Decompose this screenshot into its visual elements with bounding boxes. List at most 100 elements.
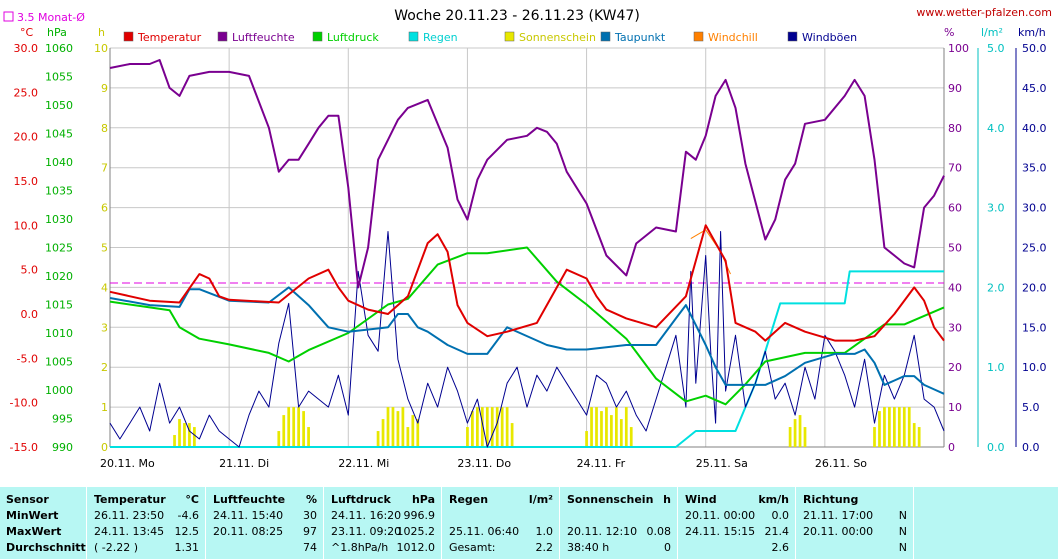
- table-cell-value: -4.6: [177, 509, 199, 522]
- site-url: www.wetter-pfalzen.com: [916, 6, 1052, 19]
- unit-temperature: °C: [20, 26, 34, 39]
- table-column-divider: [677, 487, 678, 559]
- sunshine-bar: [183, 423, 186, 447]
- sunshine-bar: [466, 427, 469, 447]
- table-cell-time: 25.11. 06:40: [449, 525, 520, 538]
- tick-pressure: 1000: [45, 384, 73, 397]
- table-cell-value: 0: [664, 541, 671, 554]
- table-cell-time: 26.11. 23:50: [94, 509, 165, 522]
- sunshine-bar: [396, 411, 400, 447]
- tick-temperature: -5.0: [17, 352, 38, 365]
- table-header-unit: °C: [185, 493, 199, 506]
- series-luftfeuchte-line: [109, 59, 945, 289]
- tick-temperature: 10.0: [14, 219, 39, 232]
- sunshine-bar: [624, 407, 628, 447]
- sunshine-bar: [505, 407, 509, 447]
- table-header-label: Wind: [685, 493, 717, 506]
- tick-pressure: 995: [52, 413, 73, 426]
- tick-wind: 45.0: [1022, 82, 1047, 95]
- legend-label: Taupunkt: [614, 31, 666, 44]
- sunshine-bar: [619, 419, 623, 447]
- table-header-unit: h: [663, 493, 671, 506]
- tick-temperature: 5.0: [21, 264, 39, 277]
- tick-rain: 0.0: [987, 441, 1005, 454]
- tick-humidity: 60: [948, 202, 962, 215]
- x-tick-label: 22.11. Mi: [338, 457, 389, 470]
- tick-humidity: 90: [948, 82, 962, 95]
- tick-humidity: 80: [948, 122, 962, 135]
- x-tick-label: 24.11. Fr: [577, 457, 626, 470]
- sunshine-bar: [277, 431, 281, 447]
- table-cell-value: 1025.2: [396, 525, 436, 538]
- weather-chart: Woche 20.11.23 - 26.11.23 (KW47) www.wet…: [3, 6, 1052, 470]
- legend-label: Temperatur: [137, 31, 202, 44]
- table-cell-value: 1012.0: [396, 541, 436, 554]
- sunshine-bar: [485, 407, 489, 447]
- sunshine-bar: [888, 407, 891, 447]
- table-header-label: Luftfeuchte: [213, 493, 286, 506]
- tick-pressure: 1015: [45, 299, 73, 312]
- table-cell-value: 97: [303, 525, 317, 538]
- tick-temperature: 15.0: [14, 175, 39, 188]
- legend-label: Luftfeuchte: [232, 31, 295, 44]
- tick-pressure: 1025: [45, 242, 73, 255]
- legend-swatch: [504, 31, 515, 42]
- unit-humidity: %: [944, 26, 954, 39]
- tick-rain: 4.0: [987, 122, 1005, 135]
- table-cell-time: 24.11. 15:40: [213, 509, 284, 522]
- tick-pressure: 1010: [45, 327, 73, 340]
- legend-label: Regen: [423, 31, 458, 44]
- sunshine-bar: [510, 423, 514, 447]
- table-cell-value: N: [898, 509, 907, 522]
- tick-wind: 20.0: [1022, 281, 1047, 294]
- table-cell-time: 20.11. 00:00: [803, 525, 874, 538]
- sunshine-bar: [297, 407, 301, 447]
- tick-pressure: 1050: [45, 99, 73, 112]
- statistics-table: Sensor Temperatur °C Luftfeuchte% Luftdruck h…: [0, 487, 1058, 559]
- sunshine-bar: [902, 407, 906, 447]
- x-tick-label: 23.11. Do: [457, 457, 511, 470]
- tick-wind: 50.0: [1022, 42, 1047, 55]
- table-cell-value: 2.2: [535, 541, 554, 554]
- tick-rain: 2.0: [987, 281, 1005, 294]
- unit-pressure: hPa: [47, 26, 67, 39]
- monthly-avg-swatch: [3, 11, 14, 22]
- tick-temperature: -10.0: [10, 397, 38, 410]
- legend-label: Windböen: [802, 31, 857, 44]
- sunshine-bar: [480, 407, 484, 447]
- table-cell-time: ^1.8hPa/h: [331, 541, 389, 554]
- tick-sunshine: 0: [101, 441, 108, 454]
- sunshine-bar: [873, 427, 876, 447]
- table-column-divider: [205, 487, 206, 559]
- legend-swatch: [312, 31, 323, 42]
- table-cell-value: 996.9: [403, 509, 436, 522]
- sunshine-bar: [614, 407, 618, 447]
- legend-swatch: [787, 31, 798, 42]
- table-header-label: Sonnenschein: [567, 493, 654, 506]
- legend-label: Luftdruck: [327, 31, 379, 44]
- table-row-label: MaxWert: [6, 525, 62, 538]
- table-column-divider: [559, 487, 560, 559]
- series-windchill-line: [690, 229, 731, 275]
- tick-pressure: 990: [52, 441, 73, 454]
- series-temperatur-line: [109, 224, 945, 342]
- sunshine-bar: [406, 427, 410, 447]
- sunshine-bar: [282, 415, 286, 447]
- table-header-label: Luftdruck: [331, 493, 391, 506]
- table-cell-value: N: [898, 541, 907, 554]
- sunshine-bar: [585, 431, 588, 447]
- tick-humidity: 50: [948, 242, 962, 255]
- tick-sunshine: 8: [101, 122, 108, 135]
- table-cell-value: 1.31: [174, 541, 200, 554]
- table-cell-value: 0.08: [646, 525, 672, 538]
- unit-rain: l/m²: [981, 26, 1003, 39]
- sunshine-bar: [500, 407, 504, 447]
- tick-pressure: 1055: [45, 71, 73, 84]
- sunshine-bar: [892, 407, 896, 447]
- sunshine-bar: [600, 411, 603, 447]
- table-cell-value: 74: [303, 541, 317, 554]
- legend-swatch: [600, 31, 611, 42]
- tick-wind: 40.0: [1022, 122, 1047, 135]
- tick-temperature: -15.0: [10, 441, 38, 454]
- table-cell-value: 21.4: [764, 525, 790, 538]
